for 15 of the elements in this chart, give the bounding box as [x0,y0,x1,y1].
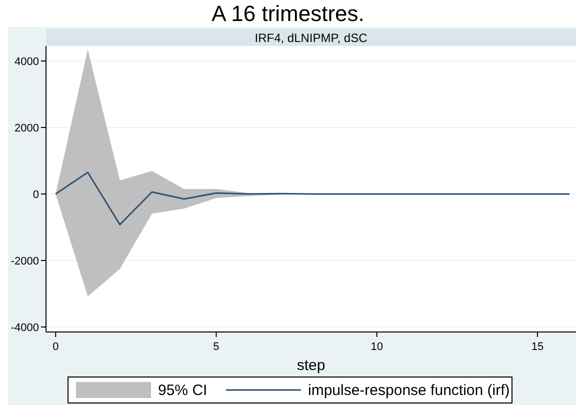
y-tick-label: 4000 [14,56,39,68]
y-tick-label: -2000 [10,256,39,268]
y-tick-label: -4000 [10,322,39,334]
line-series [54,172,570,226]
chart-subtitle: IRF4, dLNIPMP, dSC [254,31,368,45]
x-tick-label: 5 [213,341,220,353]
x-axis-title: step [296,357,326,374]
x-tick-label: 15 [531,341,544,353]
x-tick-label: 0 [52,341,59,353]
y-tick-label: 0 [32,188,39,201]
text: 95% CI [158,382,208,399]
y-tick-label: 2000 [14,122,39,134]
x-tick-label: 10 [370,341,383,353]
legend-label: impulse-response function (irf) [308,382,510,399]
chart-title: A 16 trimestres. [212,1,364,26]
